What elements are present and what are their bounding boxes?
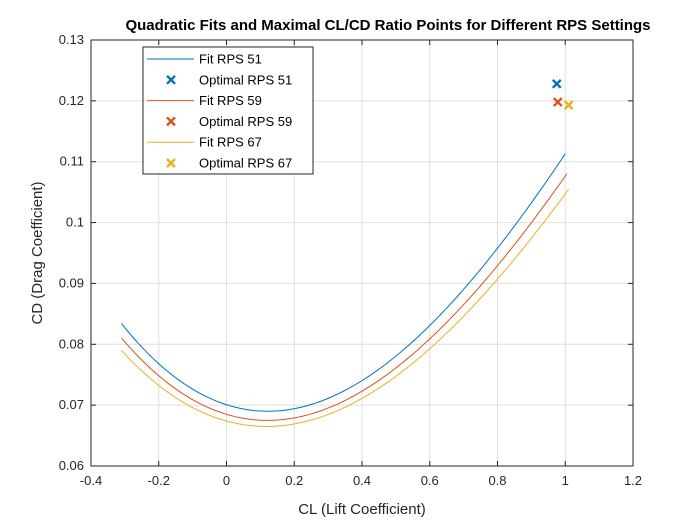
legend-entry-label: Fit RPS 59	[199, 93, 262, 108]
data-series	[121, 78, 574, 427]
x-tick-label: 0	[223, 473, 230, 488]
legend-marker-swatch	[166, 116, 176, 127]
y-tick-label: 0.06	[59, 458, 84, 473]
fit-curve-2	[121, 173, 568, 421]
y-tick-label: 0.08	[59, 336, 84, 351]
optimal-marker-5	[563, 100, 574, 110]
optimal-marker-3	[552, 97, 563, 107]
chart-title: Quadratic Fits and Maximal CL/CD Ratio P…	[125, 17, 650, 34]
legend-entry-label: Optimal RPS 51	[199, 72, 292, 87]
legend: Fit RPS 51 Optimal RPS 51 Fit RPS 59 Optima…	[142, 46, 314, 175]
fit-curve-4	[121, 188, 570, 427]
x-tick-label: 1.2	[624, 473, 642, 488]
y-tick-label: 0.13	[59, 32, 84, 47]
y-tick-label: 0.1	[66, 215, 84, 230]
x-tick-label: 0.6	[421, 473, 439, 488]
x-tick-label: -0.4	[80, 473, 102, 488]
axis-ticks: -0.4 -0.2 0 0.2 0.4 0.6 0.8 1 1.2 0.06 0.07 0.08 0.0…	[59, 32, 642, 488]
y-tick-label: 0.12	[59, 93, 84, 108]
legend-marker-swatch	[166, 74, 176, 85]
optimal-marker-1	[551, 78, 562, 89]
legend-entry-label: Optimal RPS 59	[199, 114, 292, 129]
y-tick-label: 0.09	[59, 275, 84, 290]
y-tick-label: 0.07	[59, 397, 84, 412]
x-tick-label: 0.8	[488, 473, 506, 488]
x-axis-label: CL (Lift Coefficient)	[298, 501, 426, 518]
legend-marker-swatch	[166, 158, 176, 168]
legend-box	[142, 46, 314, 175]
x-tick-label: 0.4	[353, 473, 371, 488]
legend-entry-label: Fit RPS 51	[199, 52, 262, 67]
y-tick-label: 0.11	[60, 154, 84, 169]
x-tick-label: 1	[562, 473, 569, 488]
x-tick-label: -0.2	[148, 473, 170, 488]
legend-entry-label: Fit RPS 67	[199, 135, 262, 150]
y-axis-label: CD (Drag Coefficient)	[29, 181, 46, 324]
x-tick-label: 0.2	[285, 473, 303, 488]
legend-entry-label: Optimal RPS 67	[199, 156, 292, 171]
legend-items: Fit RPS 51 Optimal RPS 51 Fit RPS 59 Optima…	[147, 52, 292, 171]
fit-curve-0	[121, 153, 566, 412]
